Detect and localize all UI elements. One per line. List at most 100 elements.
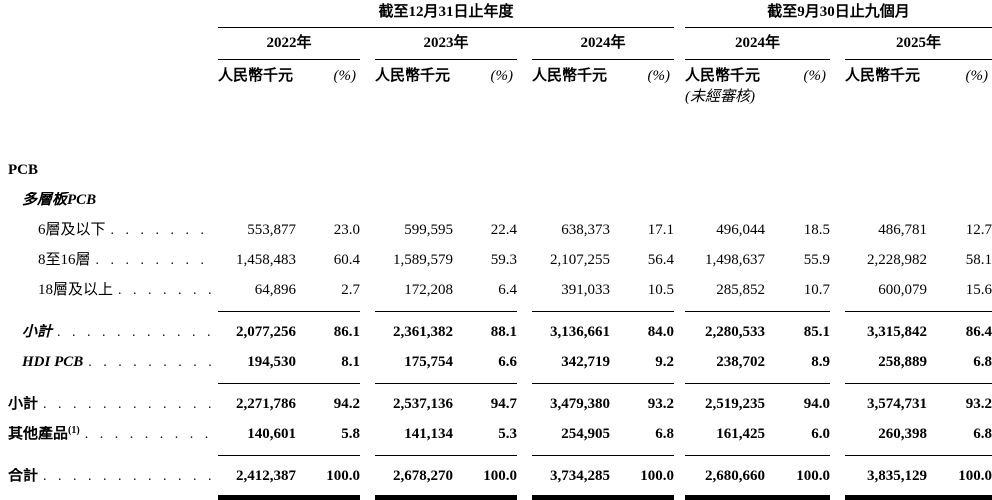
amount-cell: 258,889 [878, 354, 927, 371]
amount-header-2024: 人民幣千元 [532, 67, 608, 84]
pct-cell: 56.4 [647, 252, 674, 269]
row-label: 多層板PCB [22, 192, 97, 209]
pct-cell: 93.2 [647, 396, 674, 413]
table-rule [0, 450, 992, 462]
row-label: HDI PCB [0, 354, 218, 371]
pct-cell: 6.6 [498, 354, 517, 371]
table-row-multilayer-pcb: 多層板PCB [0, 186, 992, 216]
rule-segment [296, 383, 360, 385]
rule-segment [845, 383, 927, 385]
amount-header-label: 人民幣千元 [685, 67, 761, 84]
rule-segment [685, 455, 765, 457]
pct-cell: 60.4 [333, 252, 360, 269]
amount-cell: 638,373 [561, 222, 610, 239]
dot-leader [57, 324, 212, 341]
rule-segment [532, 455, 610, 457]
pct-cell: 6.8 [973, 426, 992, 443]
table-row-multilayer-subtotal: 小計 2,077,256 86.1 2,361,382 88.1 3,136,6… [0, 318, 992, 348]
dot-leader [111, 222, 212, 239]
pct-cell: 5.3 [498, 426, 517, 443]
rule-segment [375, 383, 453, 385]
amount-cell: 599,595 [404, 222, 453, 239]
amount-cell: 3,315,842 [867, 324, 927, 341]
rule-segment [218, 455, 296, 457]
pct-cell: 88.1 [490, 324, 517, 341]
row-label: 6層及以下 [0, 222, 218, 239]
dot-leader [118, 282, 212, 299]
amount-cell: 2,680,660 [705, 468, 765, 485]
pct-cell: 8.9 [811, 354, 830, 371]
amount-cell: 3,136,661 [550, 324, 610, 341]
pct-cell: 6.8 [655, 426, 674, 443]
double-rule-segment [765, 495, 830, 500]
amount-cell: 2,228,982 [867, 252, 927, 269]
pct-cell: 100.0 [796, 468, 830, 485]
pct-cell: 85.1 [803, 324, 830, 341]
pct-cell: 2.7 [341, 282, 360, 299]
footnote-superscript: (1) [68, 426, 80, 437]
double-rule-segment [685, 495, 765, 500]
pct-cell: 10.5 [647, 282, 674, 299]
double-rule-segment [296, 495, 360, 500]
dot-leader [96, 252, 212, 269]
amount-cell: 1,589,579 [393, 252, 453, 269]
row-label: 18層及以上 [0, 282, 218, 299]
pct-cell: 84.0 [647, 324, 674, 341]
pct-cell: 22.4 [490, 222, 517, 239]
rule-segment [765, 455, 830, 457]
rule-segment [765, 383, 830, 385]
amount-cell: 2,271,786 [236, 396, 296, 413]
pct-cell: 10.7 [803, 282, 830, 299]
amount-cell: 285,852 [716, 282, 765, 299]
pct-cell: 86.4 [965, 324, 992, 341]
group-header-year-ended-dec31: 截至12月31日止年度 [218, 4, 674, 29]
table-row-8-to-16-layers: 8至16層 1,458,483 60.4 1,589,579 59.3 2,10… [0, 246, 992, 276]
rule-segment [218, 383, 296, 385]
row-label: 其他產品(1) [0, 426, 218, 443]
rule-segment [685, 383, 765, 385]
amount-cell: 3,734,285 [550, 468, 610, 485]
pct-cell: 15.6 [965, 282, 992, 299]
pct-header-2022: (%) [333, 67, 357, 84]
year-header-2022: 2022年 [218, 28, 360, 60]
amount-header-2022: 人民幣千元 [218, 67, 294, 84]
pct-cell: 94.7 [490, 396, 517, 413]
amount-cell: 64,896 [254, 282, 296, 299]
pct-cell: 23.0 [333, 222, 360, 239]
pct-cell: 6.4 [498, 282, 517, 299]
amount-header-2024-9m: 人民幣千元 (未經審核) [685, 68, 765, 107]
table-row-other-products: 其他產品(1) 140,601 5.8 141,134 5.3 254,905 … [0, 420, 992, 450]
rule-segment [532, 311, 610, 313]
amount-cell: 2,280,533 [705, 324, 765, 341]
pct-cell: 58.1 [965, 252, 992, 269]
row-label: 合計 [0, 468, 218, 485]
amount-cell: 140,601 [247, 426, 296, 443]
pct-header-2025-9m: (%) [965, 67, 989, 84]
rule-segment [845, 455, 927, 457]
rule-segment [685, 311, 765, 313]
amount-cell: 2,519,235 [705, 396, 765, 413]
double-rule-segment [453, 495, 517, 500]
rule-segment [765, 311, 830, 313]
table-row-6-layers-or-below: 6層及以下 553,877 23.0 599,595 22.4 638,373 … [0, 216, 992, 246]
amount-cell: 3,835,129 [867, 468, 927, 485]
amount-header-2023: 人民幣千元 [375, 67, 451, 84]
double-rule-segment [927, 495, 992, 500]
table-row-pcb: PCB [0, 156, 992, 186]
pct-cell: 100.0 [958, 468, 992, 485]
double-rule-segment [845, 495, 927, 500]
amount-cell: 260,398 [878, 426, 927, 443]
amount-cell: 175,754 [404, 354, 453, 371]
amount-cell: 2,537,136 [393, 396, 453, 413]
pct-cell: 100.0 [640, 468, 674, 485]
table-row-total: 合計 2,412,387 100.0 2,678,270 100.0 3,734… [0, 462, 992, 492]
amount-cell: 2,678,270 [393, 468, 453, 485]
double-rule-segment [375, 495, 453, 500]
amount-cell: 2,077,256 [236, 324, 296, 341]
amount-cell: 496,044 [716, 222, 765, 239]
rule-segment [927, 455, 992, 457]
rule-segment [532, 383, 610, 385]
pct-cell: 93.2 [965, 396, 992, 413]
row-label: 8至16層 [0, 252, 218, 269]
year-header-2024-9m: 2024年 [685, 28, 830, 60]
